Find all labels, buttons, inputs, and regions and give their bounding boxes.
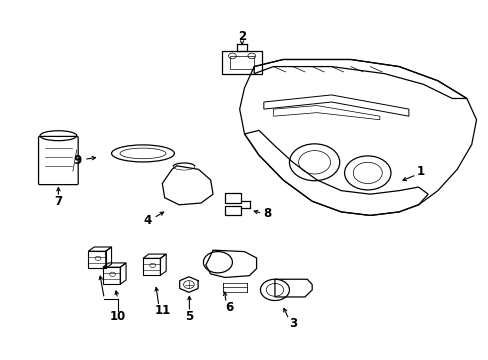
Text: 2: 2 (238, 30, 245, 43)
Text: 1: 1 (416, 165, 424, 177)
Text: 7: 7 (54, 195, 62, 208)
Text: 8: 8 (263, 207, 271, 220)
Text: 4: 4 (143, 214, 152, 227)
Text: 9: 9 (73, 154, 81, 167)
Text: 10: 10 (109, 310, 126, 323)
Text: 11: 11 (154, 304, 170, 317)
Text: 5: 5 (185, 310, 193, 323)
Text: 6: 6 (224, 301, 233, 314)
Text: 3: 3 (289, 317, 297, 330)
